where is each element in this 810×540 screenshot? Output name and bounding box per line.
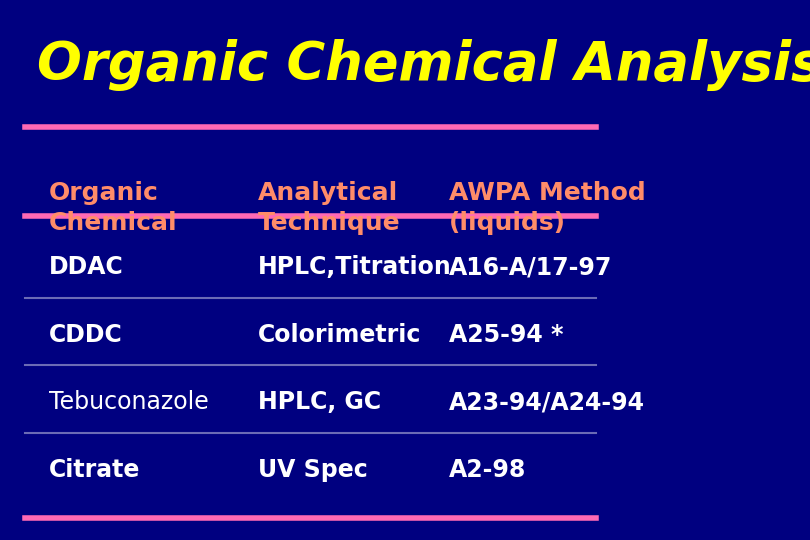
Text: HPLC, GC: HPLC, GC xyxy=(258,390,382,414)
Text: Tebuconazole: Tebuconazole xyxy=(49,390,209,414)
Text: Analytical
Technique: Analytical Technique xyxy=(258,181,401,235)
Text: Organic
Chemical: Organic Chemical xyxy=(49,181,178,235)
Text: Colorimetric: Colorimetric xyxy=(258,323,421,347)
Text: UV Spec: UV Spec xyxy=(258,458,368,482)
Text: Organic Chemical Analysis: Organic Chemical Analysis xyxy=(37,39,810,91)
Text: CDDC: CDDC xyxy=(49,323,123,347)
Text: A2-98: A2-98 xyxy=(449,458,526,482)
Text: Citrate: Citrate xyxy=(49,458,141,482)
Text: A23-94/A24-94: A23-94/A24-94 xyxy=(449,390,645,414)
Text: DDAC: DDAC xyxy=(49,255,124,279)
Text: HPLC,Titration: HPLC,Titration xyxy=(258,255,452,279)
Text: A25-94 *: A25-94 * xyxy=(449,323,563,347)
Text: A16-A/17-97: A16-A/17-97 xyxy=(449,255,612,279)
Text: AWPA Method
(liquids): AWPA Method (liquids) xyxy=(449,181,646,235)
